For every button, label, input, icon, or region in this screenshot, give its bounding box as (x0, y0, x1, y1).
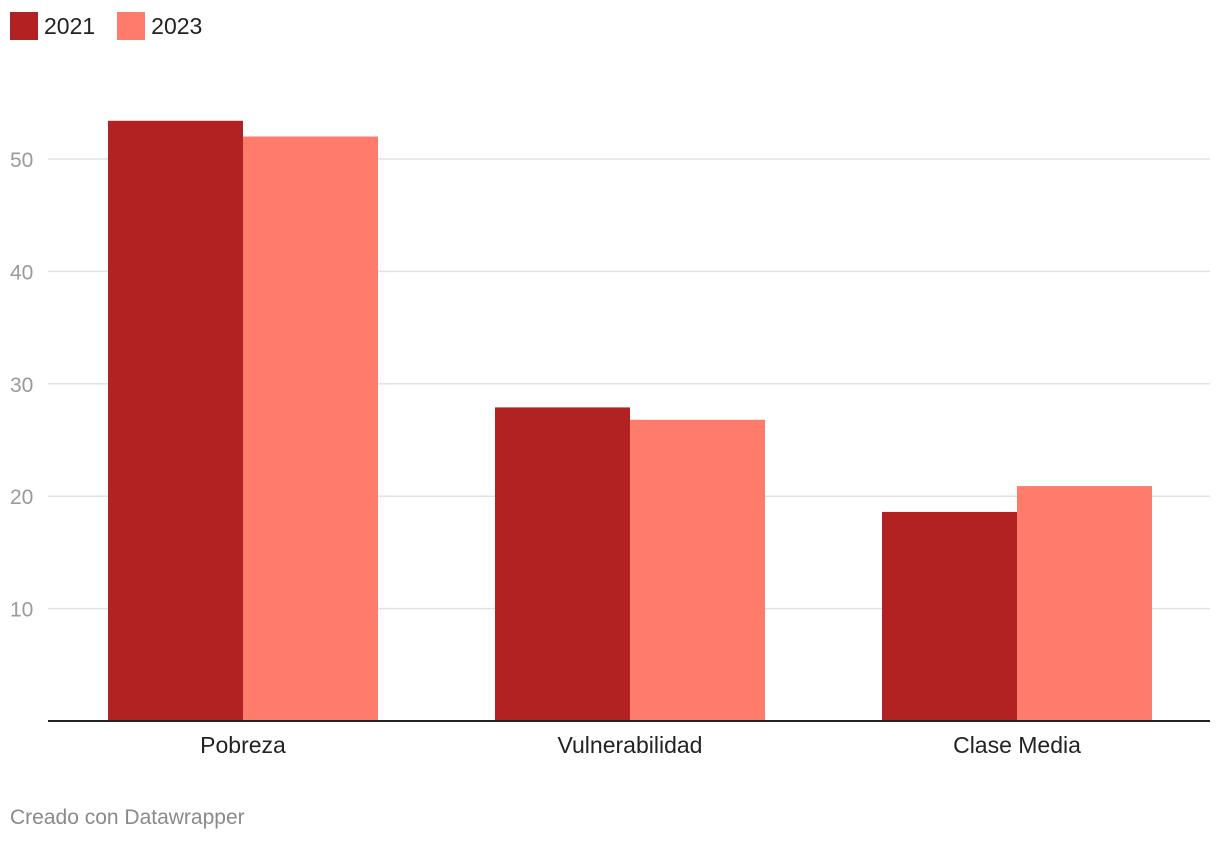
y-tick-label: 40 (10, 261, 33, 284)
legend-item-2023: 2023 (117, 12, 202, 40)
y-tick-label: 30 (10, 374, 33, 397)
y-tick-label: 10 (10, 599, 33, 622)
y-tick-label: 50 (10, 149, 33, 172)
bar-2021-pobreza (108, 120, 243, 721)
legend-swatch-2021 (10, 12, 38, 40)
legend-label-2021: 2021 (44, 12, 96, 39)
bar-2023-clase-media (1017, 486, 1152, 721)
legend: 2021 2023 (10, 12, 202, 40)
x-tick-label: Clase Media (953, 732, 1081, 758)
y-tick-label: 20 (10, 486, 33, 509)
bar-2021-clase-media (882, 511, 1017, 721)
legend-label-2023: 2023 (151, 12, 203, 39)
x-tick-label: Pobreza (200, 732, 286, 758)
legend-item-2021: 2021 (10, 12, 95, 40)
x-tick-label: Vulnerabilidad (558, 732, 703, 758)
legend-swatch-2023 (117, 12, 146, 40)
bar-2021-vulnerabilidad (495, 407, 630, 721)
bar-2023-vulnerabilidad (630, 419, 765, 721)
credit-text: Creado con Datawrapper (10, 806, 245, 829)
bar-2023-pobreza (243, 136, 378, 721)
